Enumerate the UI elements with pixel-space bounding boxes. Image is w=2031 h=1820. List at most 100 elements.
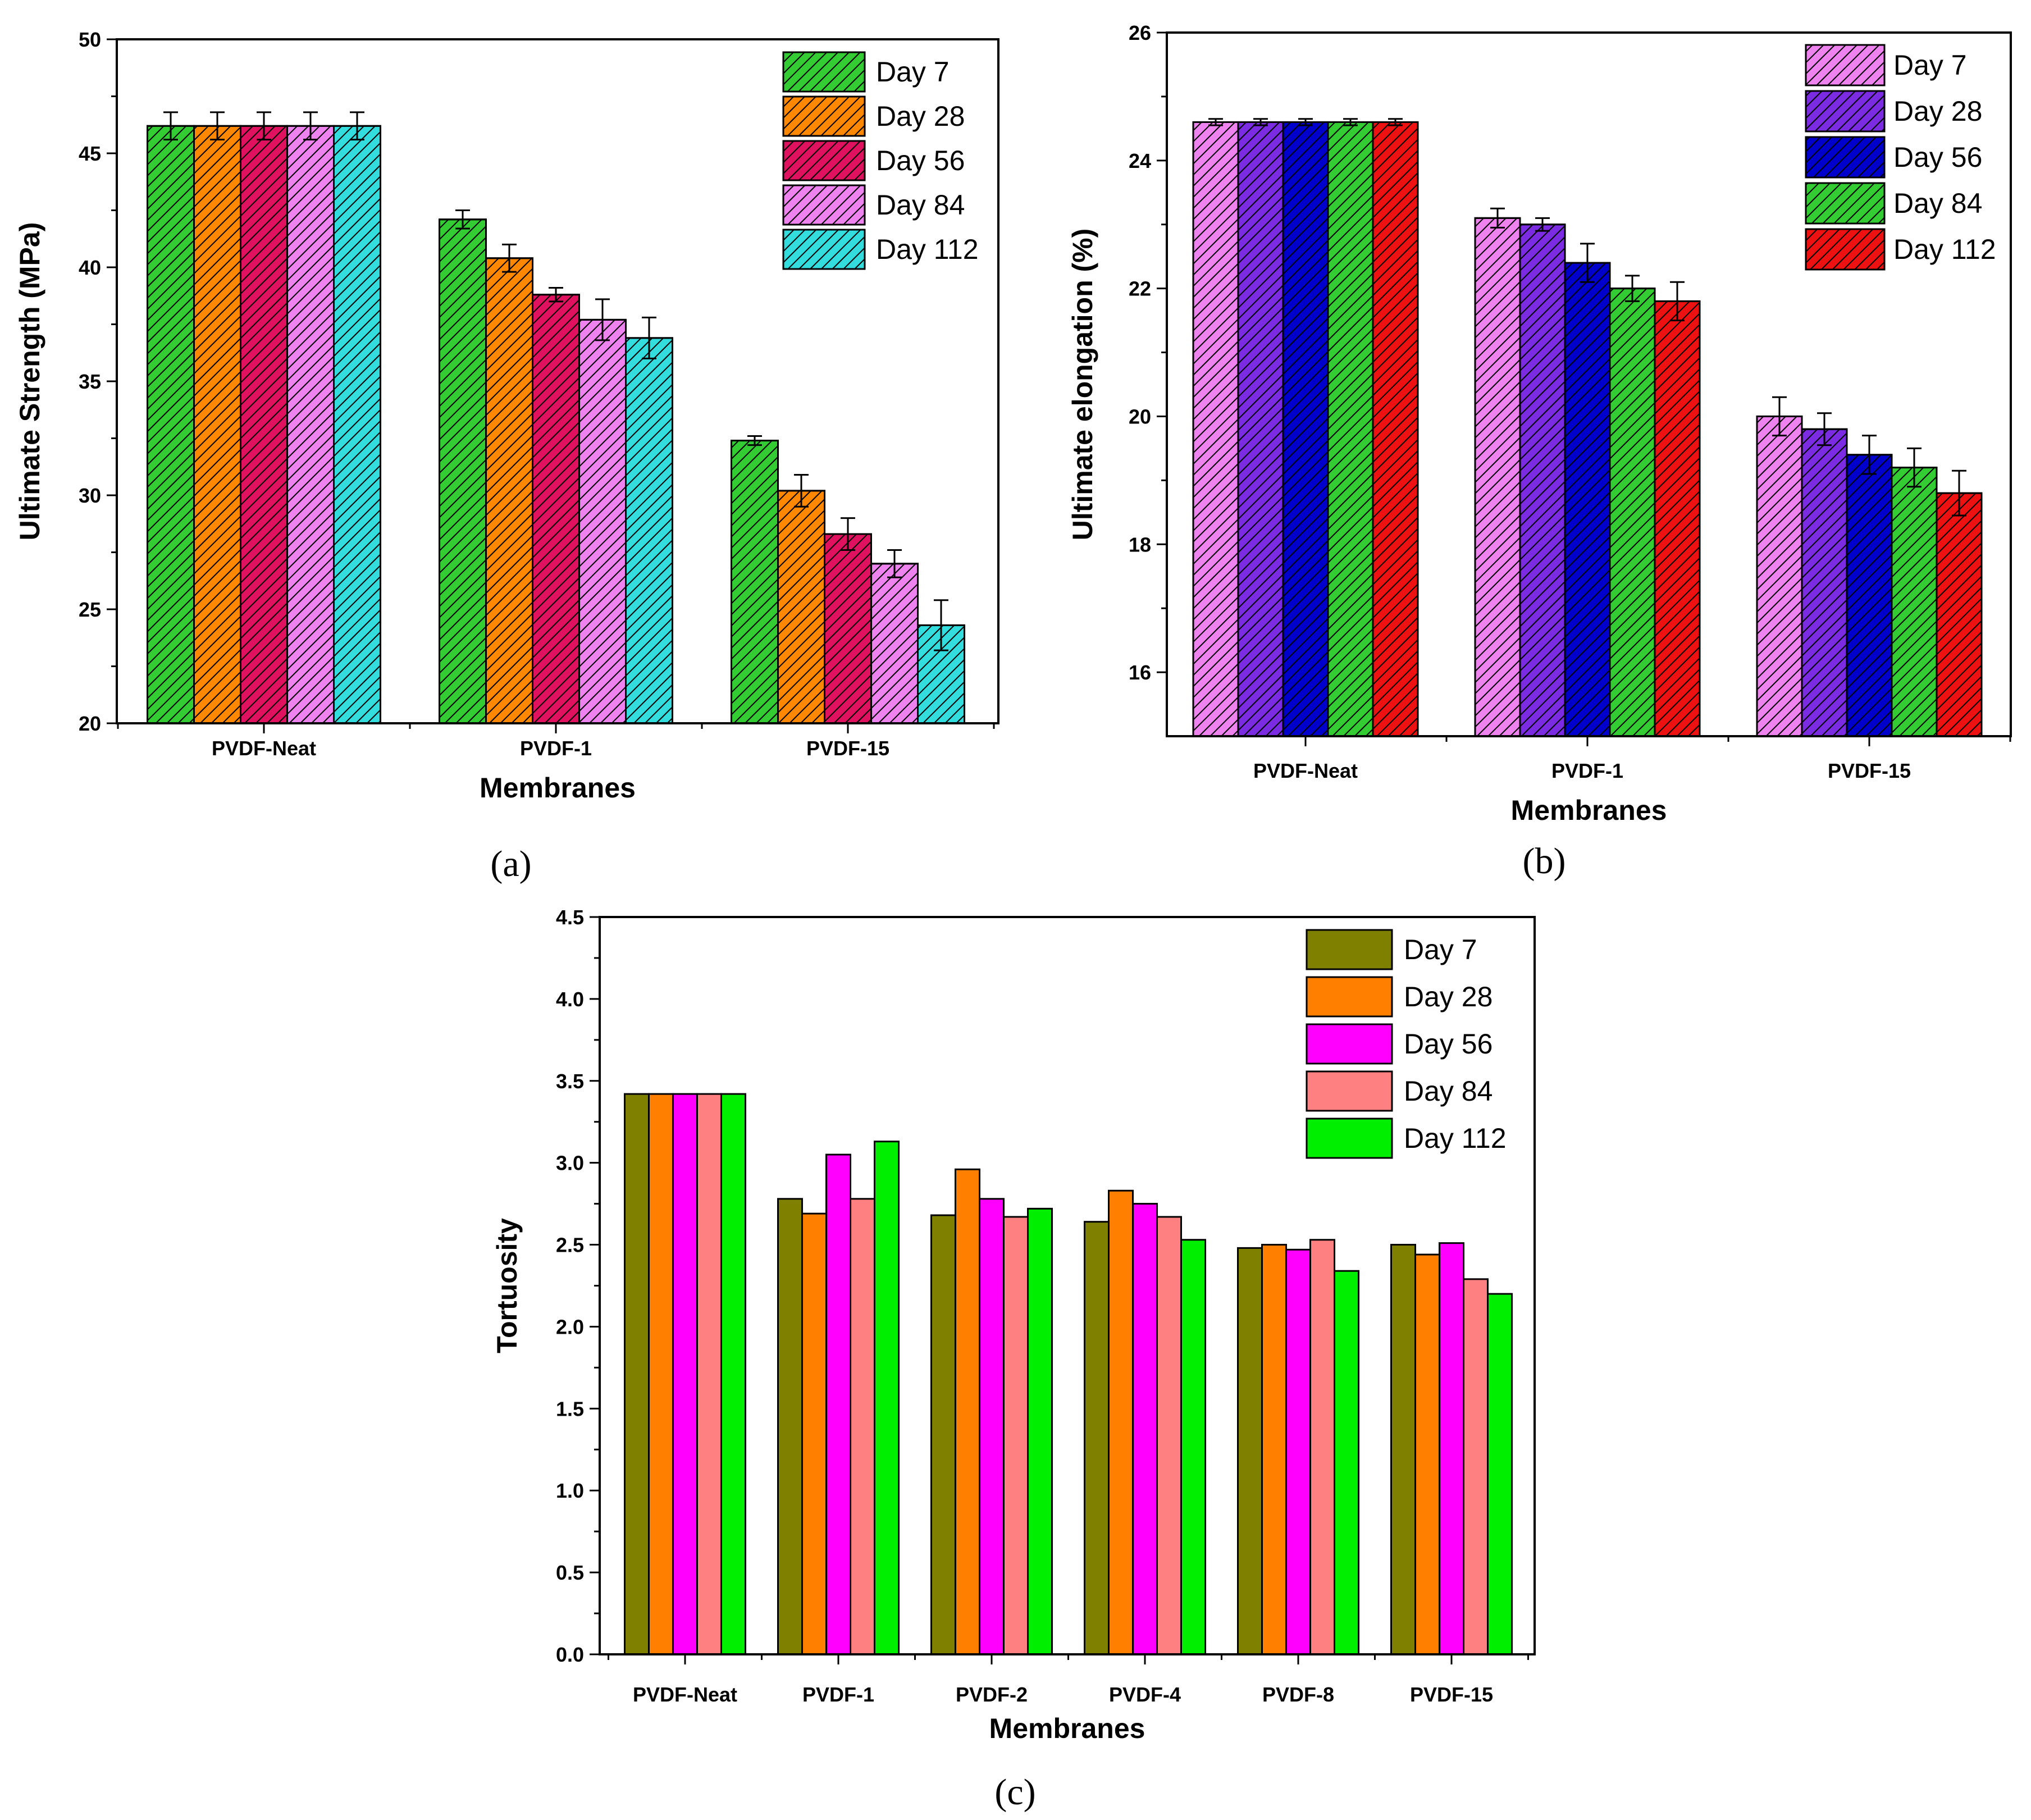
legend-label: Day 7 bbox=[1893, 49, 1967, 81]
y-tick-label: 24 bbox=[1129, 149, 1151, 172]
y-tick-label: 30 bbox=[79, 484, 101, 507]
x-tick-label: PVDF-Neat bbox=[1253, 759, 1358, 782]
y-tick-label: 0.0 bbox=[556, 1643, 584, 1666]
bar bbox=[1309, 1239, 1335, 1655]
bar bbox=[1156, 1216, 1182, 1655]
x-axis-title: Membranes bbox=[1511, 795, 1667, 826]
y-tick-label: 18 bbox=[1129, 533, 1151, 556]
bar-hatch bbox=[147, 125, 195, 724]
legend-swatch bbox=[1306, 1117, 1393, 1159]
bar-hatch bbox=[240, 125, 288, 724]
y-tick-label: 20 bbox=[1129, 405, 1151, 428]
y-tick-label: 0.5 bbox=[556, 1561, 584, 1584]
plot-frame bbox=[1166, 31, 2012, 737]
bar-hatch bbox=[439, 218, 487, 724]
y-tick-label: 4.5 bbox=[556, 906, 584, 929]
bar-hatch bbox=[1654, 300, 1701, 737]
legend-label: Day 56 bbox=[1893, 142, 1982, 173]
bar bbox=[955, 1168, 980, 1655]
y-tick-label: 3.0 bbox=[556, 1152, 584, 1175]
legend-swatch-hatch bbox=[782, 51, 866, 93]
legend-label: Day 84 bbox=[876, 189, 965, 221]
legend-label: Day 84 bbox=[1893, 188, 1982, 219]
panel-label: (c) bbox=[994, 1772, 1035, 1813]
bar bbox=[850, 1198, 875, 1655]
bar-hatch bbox=[1327, 121, 1374, 737]
bar-hatch bbox=[1846, 454, 1893, 737]
y-tick-label: 26 bbox=[1129, 21, 1151, 44]
x-tick-label: PVDF-Neat bbox=[212, 737, 316, 760]
bar bbox=[1285, 1248, 1311, 1655]
x-tick-label: PVDF-1 bbox=[520, 737, 592, 760]
legend-swatch-hatch bbox=[782, 184, 866, 226]
bar bbox=[672, 1093, 698, 1655]
bar bbox=[1334, 1270, 1359, 1655]
bar-hatch bbox=[193, 125, 241, 724]
legend-label: Day 7 bbox=[876, 56, 950, 88]
bar-hatch bbox=[625, 337, 673, 724]
bar-hatch bbox=[777, 490, 825, 724]
y-tick-label: 2.0 bbox=[556, 1315, 584, 1338]
bar bbox=[1027, 1207, 1053, 1655]
bar bbox=[1108, 1189, 1134, 1655]
x-tick-label: PVDF-1 bbox=[1551, 759, 1623, 782]
legend-swatch-hatch bbox=[1805, 228, 1886, 271]
y-tick-label: 16 bbox=[1129, 661, 1151, 684]
bar-hatch bbox=[731, 440, 779, 724]
bar-hatch bbox=[1519, 223, 1566, 737]
bar-hatch bbox=[824, 533, 872, 724]
y-axis-title: Tortuosity bbox=[491, 1218, 523, 1353]
x-axis-title: Membranes bbox=[480, 772, 636, 804]
bar bbox=[696, 1093, 722, 1655]
y-tick-label: 45 bbox=[79, 142, 101, 165]
chart-panel-b: PVDF-Neat PVDF-1 PVDF-15 16 18 20 22 24 26 Membra… bbox=[1067, 21, 2012, 882]
y-tick-label: 1.5 bbox=[556, 1397, 584, 1420]
legend-swatch bbox=[1306, 1023, 1393, 1065]
x-axis-title: Membranes bbox=[989, 1713, 1145, 1744]
x-tick-label: PVDF-15 bbox=[1410, 1683, 1493, 1706]
bar bbox=[720, 1093, 746, 1655]
bar-hatch bbox=[1192, 121, 1239, 737]
x-tick-label: PVDF-2 bbox=[956, 1683, 1028, 1706]
legend-label: Day 112 bbox=[1893, 234, 1996, 265]
legend-swatch bbox=[1306, 929, 1393, 970]
bar bbox=[979, 1198, 1005, 1655]
legend-label: Day 84 bbox=[1404, 1075, 1493, 1107]
bar bbox=[777, 1198, 803, 1655]
x-tick-label: PVDF-15 bbox=[806, 737, 889, 760]
legend-swatch-hatch bbox=[1805, 182, 1886, 225]
y-tick-label: 50 bbox=[79, 28, 101, 51]
bar-hatch bbox=[1609, 288, 1656, 737]
legend-swatch-hatch bbox=[1805, 90, 1886, 133]
bar bbox=[825, 1153, 851, 1655]
y-tick-label: 35 bbox=[79, 370, 101, 393]
legend-label: Day 28 bbox=[1404, 981, 1493, 1012]
legend: Day 7 Day 28 Day 56 Day 84 Day 112 bbox=[1306, 929, 1507, 1159]
x-tick-label: PVDF-1 bbox=[802, 1683, 874, 1706]
legend: Day 7 Day 28 Day 56 Day 84 Day 112 bbox=[1805, 44, 1996, 271]
bar bbox=[1084, 1221, 1110, 1655]
legend-label: Day 56 bbox=[876, 145, 965, 176]
chart-panel-a: PVDF-Neat PVDF-1 PVDF-15 20 25 30 35 40 45 50 Memb… bbox=[14, 28, 999, 884]
bar-hatch bbox=[286, 125, 335, 724]
legend-swatch-hatch bbox=[782, 95, 866, 137]
bar bbox=[1487, 1293, 1513, 1655]
panel-label: (b) bbox=[1523, 841, 1566, 882]
bar bbox=[1390, 1244, 1416, 1655]
bar-hatch bbox=[1237, 121, 1284, 737]
x-tick-label: PVDF-15 bbox=[1828, 759, 1911, 782]
bar-hatch bbox=[333, 125, 381, 724]
y-tick-label: 2.5 bbox=[556, 1234, 584, 1257]
y-tick-label: 40 bbox=[79, 256, 101, 279]
legend: Day 7 Day 28 Day 56 Day 84 Day 112 bbox=[782, 51, 979, 270]
bar bbox=[930, 1214, 956, 1655]
bar-hatch bbox=[1372, 121, 1419, 737]
bar bbox=[1414, 1253, 1440, 1655]
legend-swatch bbox=[1306, 976, 1393, 1018]
bar-hatch bbox=[1474, 217, 1521, 737]
bar bbox=[1003, 1216, 1029, 1655]
bar-hatch bbox=[1282, 121, 1329, 737]
legend-label: Day 112 bbox=[876, 234, 979, 265]
x-tick-label: PVDF-Neat bbox=[633, 1683, 737, 1706]
